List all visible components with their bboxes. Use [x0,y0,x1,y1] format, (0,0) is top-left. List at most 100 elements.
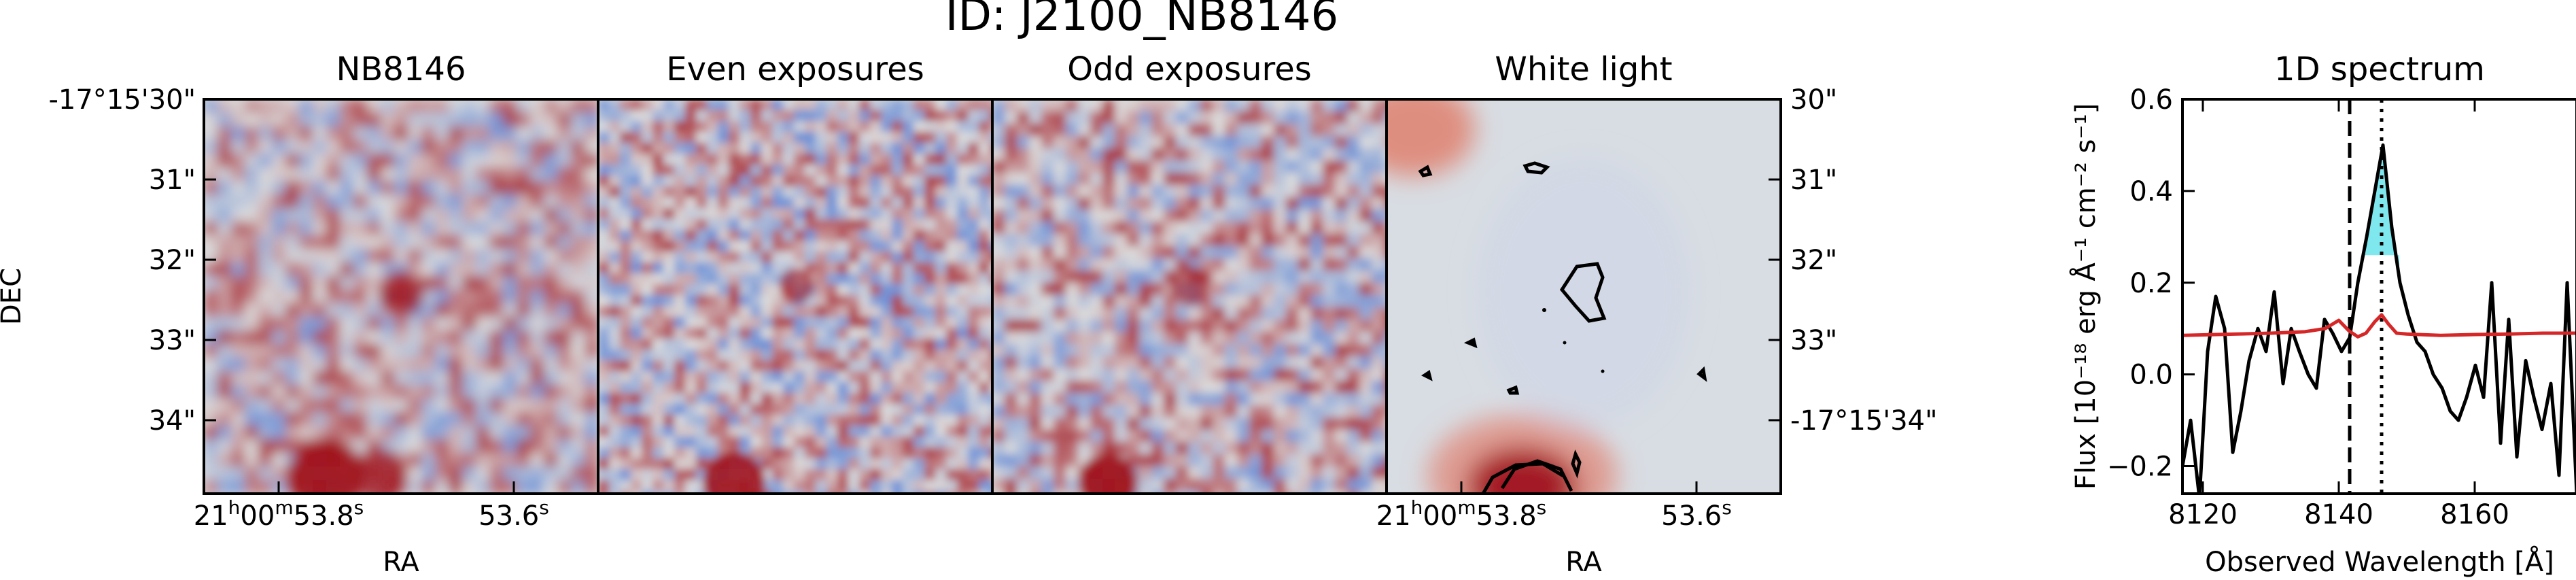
odd-pixel [1115,185,1128,198]
nb8146-pixel [313,344,327,358]
nb8146-pixel [449,466,463,481]
even-pixel [642,241,653,252]
nb8146-pixel [462,317,476,331]
odd-pixel [1127,197,1140,210]
even-pixel [739,175,751,187]
odd-pixel [1054,369,1066,381]
even-pixel [652,110,664,122]
odd-pixel [1164,246,1177,259]
even-pixel [750,295,762,307]
even-pixel [957,458,969,470]
even-pixel [805,469,816,481]
odd-pixel [1213,209,1225,222]
even-pixel [859,437,871,448]
even-pixel [913,175,925,187]
odd-pixel [1017,479,1030,492]
odd-pixel [1078,430,1091,443]
even-pixel [881,175,892,187]
even-pixel [598,121,610,133]
nb8146-pixel [503,303,517,318]
odd-pixel [1005,136,1017,149]
nb8146-pixel [245,235,259,250]
even-pixel [794,230,805,241]
even-pixel [794,99,805,111]
even-pixel [848,328,860,339]
nb8146-pixel [517,344,531,358]
nb8146-pixel [353,208,368,222]
odd-pixel [1359,222,1372,235]
nb8146-pixel [435,194,449,209]
odd-pixel [1347,381,1360,394]
even-pixel [957,252,969,263]
even-pixel [609,393,621,405]
odd-pixel [1335,246,1348,259]
odd-pixel [1151,307,1164,320]
nb8146-pixel [557,113,572,127]
even-pixel [816,219,827,231]
odd-pixel [1090,344,1103,357]
nb8146-pixel [258,235,273,250]
even-pixel [935,143,947,154]
even-pixel [924,121,936,133]
nb8146-pixel [421,113,436,127]
nb8146-pixel [326,167,341,182]
even-pixel [935,469,947,481]
even-pixel [924,426,936,437]
nb8146-pixel [231,344,245,358]
nb8146-pixel [544,385,558,399]
even-pixel [609,99,621,111]
even-pixel [957,154,969,165]
even-pixel [968,371,979,383]
even-pixel [783,393,795,405]
nb8146-pixel [421,235,436,250]
nb8146-pixel [571,126,585,141]
nb8146-pixel [394,317,408,331]
odd-pixel [1359,99,1372,112]
nb8146-pixel [585,466,598,481]
odd-pixel [1310,148,1323,161]
nb8146-pixel [231,276,245,290]
even-pixel [946,349,958,361]
odd-pixel [1017,124,1030,137]
even-pixel [750,328,762,339]
odd-pixel [1102,234,1115,247]
nb8146-pixel [503,412,517,426]
even-pixel [652,197,664,209]
odd-pixel [1347,332,1360,345]
even-pixel [598,447,610,459]
odd-pixel [1054,417,1066,430]
nb8146-pixel [285,140,300,154]
odd-pixel [1151,479,1164,492]
nb8146-pixel [217,276,232,290]
even-pixel [903,197,914,209]
odd-pixel [1200,430,1213,443]
nb8146-pixel [367,358,381,372]
nb8146-pixel [435,480,449,494]
nb8146-pixel [544,398,558,413]
even-pixel [946,99,958,111]
nb8146-pixel [394,371,408,386]
odd-pixel [1090,295,1103,308]
odd-pixel [1274,173,1287,186]
nb8146-pixel [394,358,408,372]
odd-pixel [1115,430,1128,443]
even-pixel [729,371,740,383]
odd-pixel [1261,381,1274,394]
odd-pixel [992,271,1005,284]
nb8146-pixel [517,330,531,345]
even-pixel [881,295,892,307]
odd-pixel [1274,320,1287,332]
odd-pixel [1188,136,1201,149]
odd-pixel [1200,393,1213,406]
nb8146-pixel [503,398,517,413]
even-pixel [772,197,784,209]
nb8146-pixel [258,480,273,494]
even-pixel [946,404,958,415]
nb8146-pixel [530,317,544,331]
odd-pixel [1310,295,1323,308]
even-pixel [881,328,892,339]
even-pixel [859,349,871,361]
even-pixel [707,241,718,252]
even-pixel [881,469,892,481]
even-pixel [783,219,795,231]
